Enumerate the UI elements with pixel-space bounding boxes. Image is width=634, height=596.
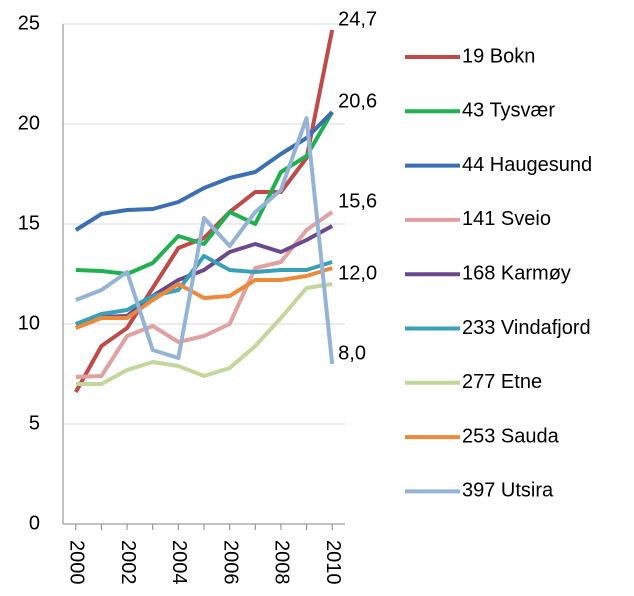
series-line [75,266,333,330]
series-line [74,29,335,393]
series-line [74,110,334,232]
series-line [75,210,334,379]
data-label: 24,7 [338,8,377,30]
legend-label: 44 Haugesund [462,154,592,176]
legend-label: 19 Bokn [462,45,535,67]
series-line [75,282,333,386]
x-tick-label: 2002 [117,540,139,585]
x-tick-label: 2000 [66,540,88,585]
series-line [75,254,333,326]
y-tick-label: 5 [29,412,40,434]
data-label: 15,6 [338,190,377,212]
y-tick-label: 15 [18,212,40,234]
series-line [75,116,335,365]
legend-label: 253 Sauda [462,425,560,447]
legend-label: 141 Sveio [462,208,551,230]
x-tick-label: 2008 [271,540,293,585]
y-tick-label: 0 [29,512,40,534]
x-tick-label: 2010 [322,540,344,585]
data-label: 12,0 [338,262,377,284]
x-tick-label: 2004 [168,540,190,585]
y-tick-label: 25 [18,12,40,34]
data-label: 8,0 [338,342,366,364]
series-line [75,110,334,276]
y-tick-label: 10 [18,312,40,334]
data-label: 20,6 [338,90,377,112]
legend-label: 277 Etne [462,371,542,393]
legend-label: 233 Vindafjord [462,317,591,339]
series-line [75,224,334,326]
legend-label: 397 Utsira [462,480,554,502]
x-tick-label: 2006 [219,540,241,585]
legend-label: 43 Tysvær [462,100,555,122]
y-tick-label: 20 [18,112,40,134]
legend-label: 168 Karmøy [462,262,571,284]
